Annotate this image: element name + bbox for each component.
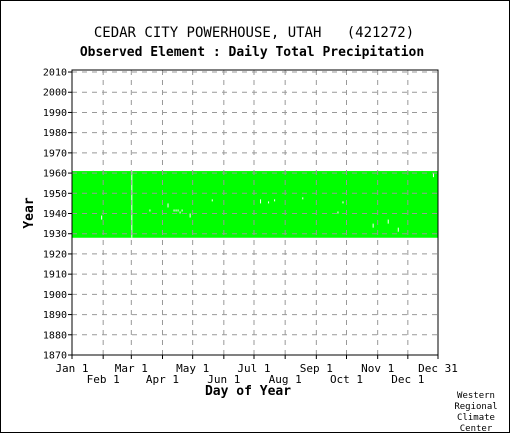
y-tick-label: 1960 (43, 169, 67, 180)
y-tick-label: 1890 (43, 310, 67, 321)
observed-band-0 (72, 171, 438, 238)
missing-mark-9 (189, 213, 191, 218)
x-axis-label: Day of Year (205, 384, 291, 399)
station-title: CEDAR CITY POWERHOUSE, UTAH (421272) (94, 25, 414, 41)
x-tick-label: Dec 31 (418, 362, 458, 375)
x-tick-label: Jul 1 (237, 362, 270, 375)
missing-mark-10 (211, 199, 213, 202)
x-tick-label: Oct 1 (330, 373, 363, 386)
y-axis-ticks: 1870 1880 1890 1900 1910 1920 1930 1940 1950 1960… (43, 68, 72, 362)
y-tick-label: 1950 (43, 189, 67, 200)
x-tick-label: Mar 1 (115, 362, 148, 375)
x-tick-label: May 1 (176, 362, 209, 375)
missing-mark-14 (302, 197, 304, 200)
credit-line-4: Center (460, 424, 493, 433)
y-tick-label: 1930 (43, 229, 67, 240)
y-tick-label: 1900 (43, 290, 67, 301)
x-tick-label: Dec 1 (391, 373, 424, 386)
x-tick-label: Apr 1 (146, 373, 179, 386)
missing-mark-19 (397, 227, 399, 232)
y-tick-label: 2010 (43, 68, 67, 79)
wrcc-credit: Western Regional Climate Center (454, 391, 497, 433)
missing-mark-7 (179, 211, 181, 214)
missing-mark-5 (175, 209, 177, 212)
x-tick-label: Sep 1 (300, 362, 333, 375)
element-subtitle: Observed Element : Daily Total Precipita… (80, 45, 424, 60)
x-tick-label: Jun 1 (207, 373, 240, 386)
y-tick-label: 1980 (43, 128, 67, 139)
y-tick-label: 1920 (43, 249, 67, 260)
y-tick-label: 1880 (43, 330, 67, 341)
missing-mark-11 (260, 199, 262, 204)
missing-mark-12 (268, 201, 270, 204)
x-tick-label: Feb 1 (87, 373, 120, 386)
plot-border (71, 69, 439, 356)
missing-mark-18 (387, 219, 389, 224)
missing-mark-4 (173, 209, 175, 212)
credit-line-3: Climate (457, 413, 495, 423)
missing-mark-1 (101, 215, 103, 220)
y-axis-label: Year (22, 197, 37, 228)
credit-line-2: Regional (454, 402, 497, 412)
plot-data (72, 171, 438, 238)
credit-line-1: Western (457, 391, 495, 401)
missing-mark-6 (177, 209, 179, 212)
grid-lines (72, 70, 438, 356)
missing-mark-20 (432, 173, 434, 178)
y-tick-label: 1990 (43, 108, 67, 119)
y-tick-label: 1910 (43, 270, 67, 281)
missing-mark-2 (149, 209, 151, 212)
y-tick-label: 1970 (43, 148, 67, 159)
missing-mark-13 (274, 199, 276, 202)
y-tick-label: 1870 (43, 351, 67, 362)
x-tick-label: Jan 1 (55, 362, 88, 375)
y-tick-label: 1940 (43, 209, 67, 220)
x-tick-label: Nov 1 (361, 362, 394, 375)
x-tick-label: Aug 1 (269, 373, 302, 386)
missing-mark-15 (337, 211, 339, 214)
missing-mark-8 (181, 209, 183, 212)
missing-mark-16 (342, 201, 344, 204)
missing-mark-17 (372, 223, 374, 228)
missing-mark-3 (167, 203, 169, 208)
y-tick-label: 2000 (43, 88, 67, 99)
